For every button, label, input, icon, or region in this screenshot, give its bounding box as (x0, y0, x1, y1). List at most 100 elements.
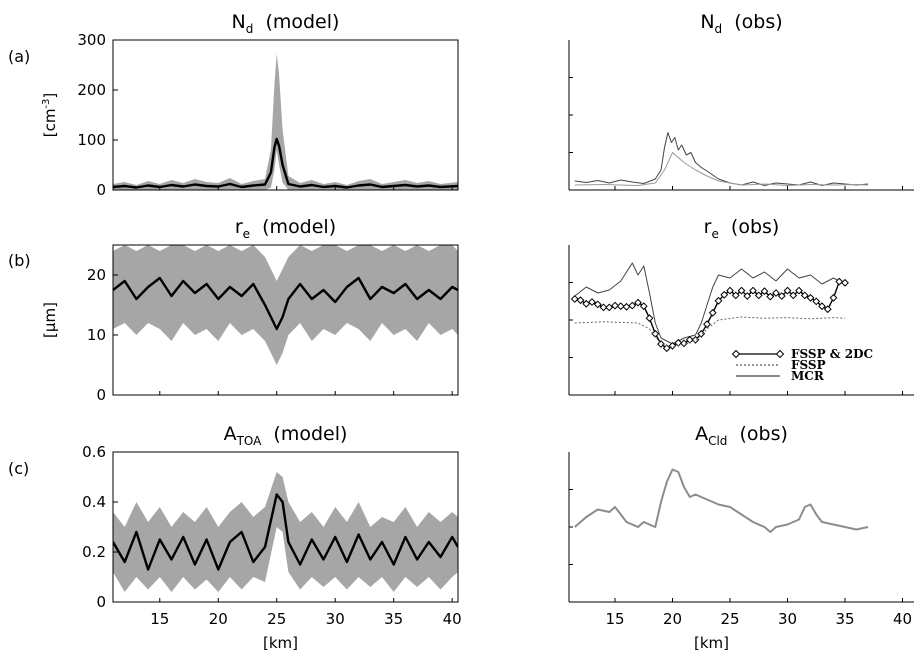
data-point (703, 320, 711, 329)
chart-nd-model: Nd (model) 0 100 200 300 [cm-3] (41, 11, 459, 199)
data-point (754, 291, 763, 300)
data-point (783, 286, 792, 295)
data-point (697, 329, 706, 338)
x-tick-label: 25 (720, 610, 739, 628)
data-point (812, 297, 821, 306)
data-point (800, 291, 809, 300)
y-tick-label: 10 (87, 326, 106, 344)
data-point (789, 291, 798, 300)
series-line (574, 262, 846, 345)
y-tick-label: 20 (87, 266, 106, 284)
data-point (570, 295, 579, 303)
data-point (599, 303, 608, 312)
chart-title: ATOA (model) (224, 423, 348, 448)
data-point (841, 278, 849, 287)
y-axis-label: [cm-3] (41, 93, 59, 138)
legend-entry: FSSP & 2DC (731, 347, 873, 361)
data-point (766, 292, 775, 301)
chart-title: re (obs) (704, 216, 780, 241)
y-tick-label: 0.2 (82, 543, 106, 561)
series-line (574, 152, 869, 186)
series-band (113, 472, 458, 592)
y-axis-label: [µm] (41, 302, 59, 338)
x-axis-label: [km] (263, 634, 298, 652)
panel-label: (c) (8, 459, 29, 478)
data-point (611, 301, 619, 310)
svg-text:FSSP & 2DC: FSSP & 2DC (791, 347, 873, 361)
x-tick-label: 15 (605, 610, 624, 628)
y-tick-label: 300 (77, 31, 106, 49)
chart-re-model: re (model) 0 10 20 [µm] (41, 216, 459, 404)
series-line (113, 137, 458, 189)
chart-atoa-model: ATOA (model) 0 0.2 0.4 0.6 15 20 25 30 35 40 [km] (82, 423, 462, 652)
data-point (835, 277, 844, 286)
data-point (634, 298, 642, 307)
panel-label: (b) (8, 251, 31, 270)
data-point (651, 329, 660, 338)
data-point (777, 292, 786, 300)
data-point (668, 341, 677, 350)
data-point (680, 339, 688, 348)
data-point (829, 293, 838, 302)
series-line (574, 468, 869, 533)
data-point (795, 286, 803, 295)
series-line (113, 493, 458, 571)
svg-text:FSSP: FSSP (791, 358, 826, 372)
y-tick-label: 100 (77, 131, 106, 149)
chart-title: re (model) (235, 216, 336, 241)
data-point (749, 286, 757, 295)
y-tick-label: 0 (96, 386, 106, 404)
x-tick-label: 40 (443, 610, 462, 628)
x-tick-label: 35 (835, 610, 854, 628)
x-tick-label: 15 (150, 610, 169, 628)
data-point (823, 305, 832, 314)
plot-frame (112, 451, 459, 603)
series-line (574, 316, 846, 348)
data-point (760, 287, 769, 296)
data-point (645, 314, 654, 323)
plot-frame (112, 39, 459, 191)
data-point (726, 286, 734, 295)
x-tick-label: 20 (663, 610, 682, 628)
chart-title: Nd (model) (232, 11, 340, 36)
x-tick-label: 40 (893, 610, 912, 628)
series-line (574, 280, 846, 349)
data-point (720, 290, 729, 299)
data-point (593, 300, 602, 309)
data-point (708, 308, 717, 317)
x-tick-label: 25 (267, 610, 286, 628)
chart-title: ACld (obs) (695, 423, 788, 448)
data-point (731, 291, 740, 300)
data-point (743, 292, 752, 300)
data-point (622, 302, 631, 311)
chart-title: Nd (obs) (700, 11, 782, 36)
y-tick-label: 0 (96, 593, 106, 611)
x-axis-label: [km] (694, 634, 729, 652)
svg-text:MCR: MCR (791, 369, 825, 383)
x-tick-label: 35 (384, 610, 403, 628)
chart-acld-obs: ACld (obs) 15 20 25 30 35 40 [km] (568, 423, 914, 652)
chart-nd-obs: Nd (obs) (568, 11, 914, 191)
data-point (772, 289, 780, 297)
legend-entry: MCR (736, 369, 825, 383)
x-tick-label: 30 (778, 610, 797, 628)
data-point (806, 293, 815, 302)
y-tick-label: 0.4 (82, 493, 106, 511)
plot-frame (112, 244, 459, 396)
x-tick-label: 20 (209, 610, 228, 628)
data-point (588, 298, 596, 306)
series-band (113, 54, 458, 190)
series-line (574, 132, 869, 186)
data-point (639, 302, 648, 311)
data-point (714, 296, 723, 305)
y-tick-label: 0.6 (82, 443, 106, 461)
y-tick-label: 200 (77, 81, 106, 99)
data-point (582, 299, 591, 308)
data-point (628, 301, 637, 310)
data-point (576, 296, 585, 305)
data-point (737, 286, 746, 295)
legend-entry: FSSP (736, 358, 826, 372)
data-point (616, 302, 625, 311)
